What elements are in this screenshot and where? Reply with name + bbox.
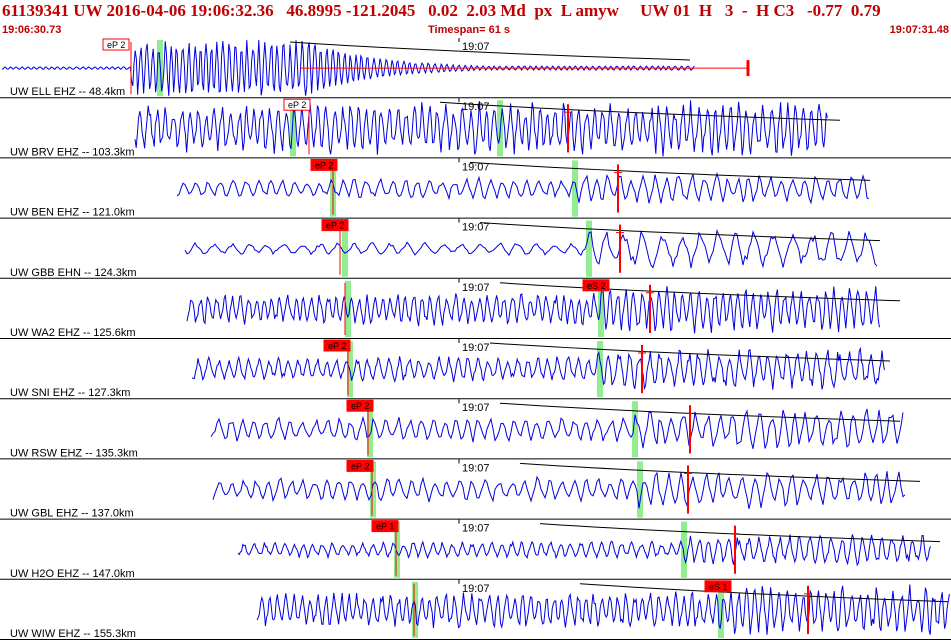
travel-time-curve	[539, 523, 941, 543]
trace-row[interactable]: eP 2 19:07 UW SNI EHZ -- 127.3km	[0, 339, 951, 400]
travel-time-curve	[289, 41, 691, 61]
station-label: UW BRV EHZ -- 103.3km	[10, 146, 135, 158]
minute-label: 19:07	[462, 402, 490, 414]
travel-time-curve	[579, 583, 949, 603]
trace-row[interactable]: eP 2 19:07 UW GBL EHZ -- 137.0km	[0, 459, 951, 520]
p-pick-window	[412, 581, 418, 638]
s-pick-window	[597, 341, 603, 398]
travel-time-curve	[479, 222, 881, 242]
waveform	[256, 584, 950, 635]
pick-tag[interactable]	[321, 219, 349, 232]
waveform	[184, 228, 878, 269]
minute-label: 19:07	[462, 523, 490, 535]
waveform	[237, 534, 931, 567]
pick-tag[interactable]	[283, 98, 311, 111]
pick-label: eP 2	[315, 160, 333, 170]
p-pick-window	[394, 521, 400, 578]
minute-label: 19:07	[462, 462, 490, 474]
pick-label: eP 2	[288, 100, 306, 110]
s-pick-window	[572, 160, 578, 217]
trace-row[interactable]: eP 2 19:07 UW ELL EHZ -- 48.4km	[0, 38, 951, 99]
timespan-label: Timespan= 61 s	[428, 24, 511, 36]
p-pick-window	[345, 280, 351, 337]
minute-label: 19:07	[462, 342, 490, 354]
waveform	[212, 471, 906, 510]
station-label: UW WIW EHZ -- 155.3km	[10, 628, 136, 640]
station-label: UW GBB EHN -- 124.3km	[10, 267, 137, 279]
seismogram-canvas[interactable]: eP 2 19:07 UW ELL EHZ -- 48.4km eP 2 19:07 UW…	[0, 38, 951, 640]
waveform	[176, 171, 870, 205]
pick-label: eP 2	[351, 401, 369, 411]
pick-tag[interactable]	[371, 520, 399, 533]
header: 61139341 UW 2016-04-06 19:06:32.36 46.89…	[0, 0, 951, 38]
minute-label: 19:07	[462, 222, 490, 234]
event-title: 61139341 UW 2016-04-06 19:06:32.36 46.89…	[2, 1, 881, 20]
waveform	[134, 100, 828, 157]
start-time: 19:06:30.73	[2, 24, 62, 36]
pick-tag[interactable]	[310, 158, 338, 171]
trace-row[interactable]: eS 2 19:07 UW WA2 EHZ -- 125.6km	[0, 278, 951, 339]
s-pick-window	[718, 581, 724, 638]
trace-row[interactable]: eP 2 19:07 UW GBB EHN -- 124.3km	[0, 218, 951, 279]
pick-label: eP 2	[328, 341, 346, 351]
pick-label: eP 2	[326, 221, 344, 231]
station-label: UW ELL EHZ -- 48.4km	[10, 86, 125, 98]
pick-label: eP 1	[376, 522, 394, 532]
pick-tag[interactable]	[704, 580, 732, 593]
minute-label: 19:07	[462, 101, 490, 113]
pick-tag[interactable]	[346, 459, 374, 472]
travel-time-curve	[499, 282, 901, 302]
p-pick-window	[370, 461, 376, 518]
station-label: UW GBL EHZ -- 137.0km	[10, 508, 134, 520]
waveform	[210, 408, 904, 449]
travel-time-curve	[439, 101, 841, 121]
pick-label: eP 2	[107, 40, 125, 50]
p-pick-window	[342, 220, 348, 277]
station-label: UW SNI EHZ -- 127.3km	[10, 387, 130, 399]
s-pick-window	[632, 401, 638, 458]
station-label: UW RSW EHZ -- 135.3km	[10, 447, 138, 459]
pick-tag[interactable]	[323, 339, 351, 352]
pick-tag[interactable]	[102, 38, 130, 51]
travel-time-curve	[499, 402, 901, 422]
pick-tag[interactable]	[582, 279, 610, 292]
trace-row[interactable]: eS 1 19:07 UW WIW EHZ -- 155.3km	[0, 579, 951, 640]
trace-row[interactable]: eP 2 19:07 UW RSW EHZ -- 135.3km	[0, 399, 951, 460]
trace-row[interactable]: eP 1 19:07 UW H2O EHZ -- 147.0km	[0, 519, 951, 580]
minute-label: 19:07	[462, 583, 490, 595]
trace-row[interactable]: eP 2 19:07 UW BEN EHZ -- 121.0km	[0, 158, 951, 219]
waveform	[186, 285, 880, 334]
station-label: UW BEN EHZ -- 121.0km	[10, 207, 135, 219]
minute-label: 19:07	[462, 161, 490, 173]
travel-time-curve	[489, 342, 891, 362]
trace-row[interactable]: eP 2 19:07 UW BRV EHZ -- 103.3km	[0, 98, 951, 159]
waveform	[191, 346, 885, 391]
pick-label: eS 1	[709, 582, 728, 592]
s-pick-window	[586, 220, 592, 277]
travel-time-curve	[469, 161, 871, 181]
seismogram-panel[interactable]: eP 2 19:07 UW ELL EHZ -- 48.4km eP 2 19:07 UW…	[0, 38, 951, 640]
p-pick-window	[290, 100, 296, 157]
end-time: 19:07:31.48	[889, 24, 949, 36]
station-label: UW WA2 EHZ -- 125.6km	[10, 327, 136, 339]
minute-label: 19:07	[462, 41, 490, 53]
pick-label: eS 2	[587, 281, 606, 291]
s-pick-window	[598, 280, 604, 337]
s-pick-window	[637, 461, 643, 518]
minute-label: 19:07	[462, 282, 490, 294]
travel-time-curve	[519, 462, 921, 482]
station-label: UW H2O EHZ -- 147.0km	[10, 568, 135, 580]
pick-tag[interactable]	[346, 399, 374, 412]
s-pick-window	[681, 521, 687, 578]
pick-label: eP 2	[351, 461, 369, 471]
p-pick-window	[367, 401, 373, 458]
waveform	[1, 39, 695, 96]
